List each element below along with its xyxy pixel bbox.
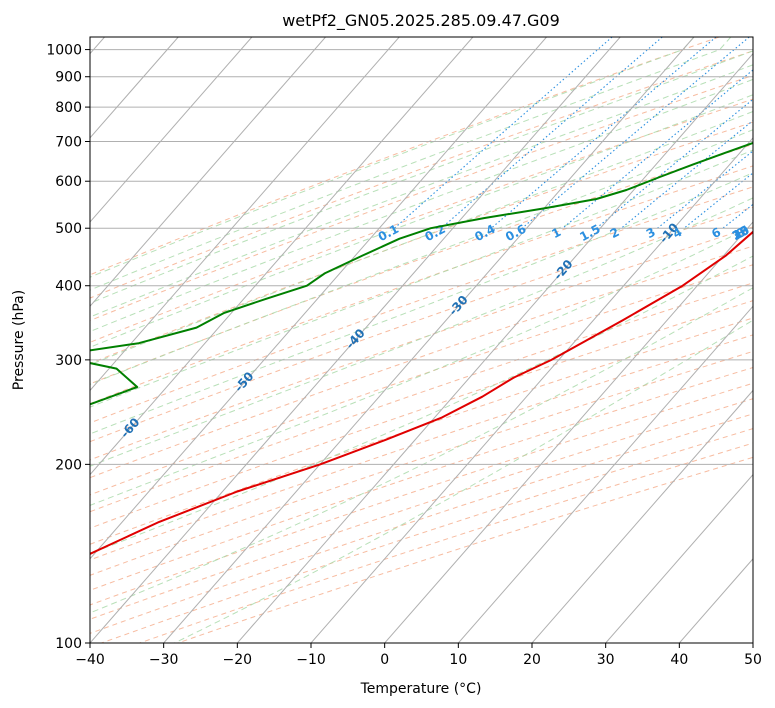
- moist-adiabat: [90, 94, 753, 348]
- isotherm-label-zero: 0: [759, 198, 775, 214]
- x-tick-label: −10: [296, 652, 326, 668]
- y-tick-label: 600: [55, 174, 82, 190]
- temperature-profile: [90, 230, 753, 555]
- isotherm-line: [90, 37, 547, 560]
- dry-adiabat: [90, 165, 753, 405]
- dry-adiabat: [90, 143, 753, 385]
- dry-adiabat: [90, 282, 753, 513]
- dry-adiabat: [90, 367, 753, 591]
- dry-adiabat: [90, 382, 753, 606]
- moist-adiabat: [90, 78, 753, 333]
- mixing-ratio-label: 0.4: [472, 222, 497, 244]
- moist-adiabat: [90, 37, 732, 291]
- dry-adiabat: [90, 98, 753, 343]
- isotherm-line: [90, 37, 253, 223]
- isotherm-line: [90, 37, 621, 643]
- isotherm-line: [90, 37, 474, 476]
- x-tick-label: 30: [597, 652, 615, 668]
- dry-adiabat: [90, 186, 753, 424]
- y-axis-label: Pressure (hPa): [11, 290, 27, 390]
- isotherm-line: [90, 37, 400, 392]
- moist-adiabat: [90, 255, 753, 555]
- moist-adiabat: [90, 287, 753, 614]
- isotherm-line: [605, 473, 753, 643]
- dry-adiabat: [90, 37, 720, 276]
- y-tick-label: 1000: [46, 43, 82, 59]
- mixing-ratio-line: [657, 150, 753, 229]
- dry-adiabat: [90, 121, 753, 365]
- mixing-ratio-label: 36: [730, 223, 751, 243]
- x-tick-label: −30: [149, 652, 179, 668]
- dry-adiabat: [90, 245, 753, 479]
- moist-adiabat: [90, 149, 753, 408]
- mixing-ratio-line: [440, 37, 663, 229]
- x-tick-label: −20: [223, 652, 253, 668]
- x-tick-label: 40: [670, 652, 688, 668]
- y-tick-label: 200: [55, 457, 82, 473]
- y-tick-label: 700: [55, 134, 82, 150]
- x-axis: −40 −30 −20 −10 0 10 20 30 40 50: [75, 643, 762, 668]
- x-tick-label: 50: [744, 652, 762, 668]
- mixing-ratio-line: [490, 37, 717, 229]
- moist-adiabat: [90, 197, 753, 467]
- mixing-ratio-line: [521, 37, 750, 229]
- x-tick-label: 0: [380, 652, 389, 668]
- mixing-ratio-label: 3: [644, 225, 658, 241]
- moist-adiabat: [90, 64, 753, 318]
- isotherm-line: [678, 558, 753, 643]
- mixing-ratio-label: 6: [709, 225, 723, 241]
- isotherm-line: [236, 52, 753, 643]
- y-tick-label: 300: [55, 353, 82, 369]
- x-tick-label: −40: [75, 652, 105, 668]
- y-tick-label: 500: [55, 221, 82, 237]
- x-tick-label: 20: [523, 652, 541, 668]
- dry-adiabat: [90, 300, 753, 529]
- isotherm-line: [90, 37, 326, 307]
- y-tick-label: 400: [55, 279, 82, 295]
- dry-adiabat: [90, 350, 753, 576]
- isotherm-line: [163, 37, 695, 643]
- y-tick-label: 800: [55, 100, 82, 116]
- dry-adiabat: [90, 317, 753, 545]
- dry-adiabat: [90, 50, 753, 299]
- mixing-ratio-line: [596, 98, 753, 229]
- mixing-ratio-line: [683, 172, 753, 229]
- moist-adiabat: [90, 110, 753, 366]
- y-axis: 100 200 300 400 500 600 700 800 900 1000: [46, 43, 90, 652]
- chart-title: wetPf2_GN05.2025.285.09.47.G09: [282, 11, 560, 31]
- mixing-ratio-line: [394, 37, 613, 229]
- mixing-ratio-line: [751, 226, 753, 229]
- isotherm-line: [457, 305, 753, 643]
- isotherm-line: [531, 389, 753, 643]
- dry-adiabat: [90, 398, 753, 620]
- mixing-ratio-label: 1.5: [577, 222, 602, 244]
- isotherm-line: [384, 221, 753, 643]
- profiles: [90, 141, 753, 555]
- moist-adiabat: [90, 129, 753, 385]
- isotherm-label: -70: [1, 464, 26, 490]
- moist-adiabat: [90, 50, 753, 304]
- x-tick-label: 10: [449, 652, 467, 668]
- mixing-ratio-label: 2: [608, 225, 622, 241]
- dewpoint-profile: [90, 141, 753, 406]
- background-lines: [90, 37, 753, 643]
- moist-adiabat: [90, 172, 753, 435]
- dry-adiabat: [90, 206, 753, 443]
- dry-adiabat: [90, 74, 753, 322]
- moist-adiabat: [90, 225, 753, 506]
- mixing-ratio-label: 1: [549, 225, 563, 241]
- grid: [90, 37, 753, 643]
- dry-adiabat: [90, 264, 753, 496]
- y-tick-label: 900: [55, 70, 82, 86]
- plot-frame: [89, 36, 754, 644]
- isotherm-line: [752, 642, 753, 643]
- dry-adiabat: [90, 226, 753, 461]
- dry-adiabat: [90, 334, 753, 561]
- y-tick-label: 100: [55, 636, 82, 652]
- moist-adiabat: [90, 37, 695, 278]
- x-axis-label: Temperature (°C): [360, 681, 482, 697]
